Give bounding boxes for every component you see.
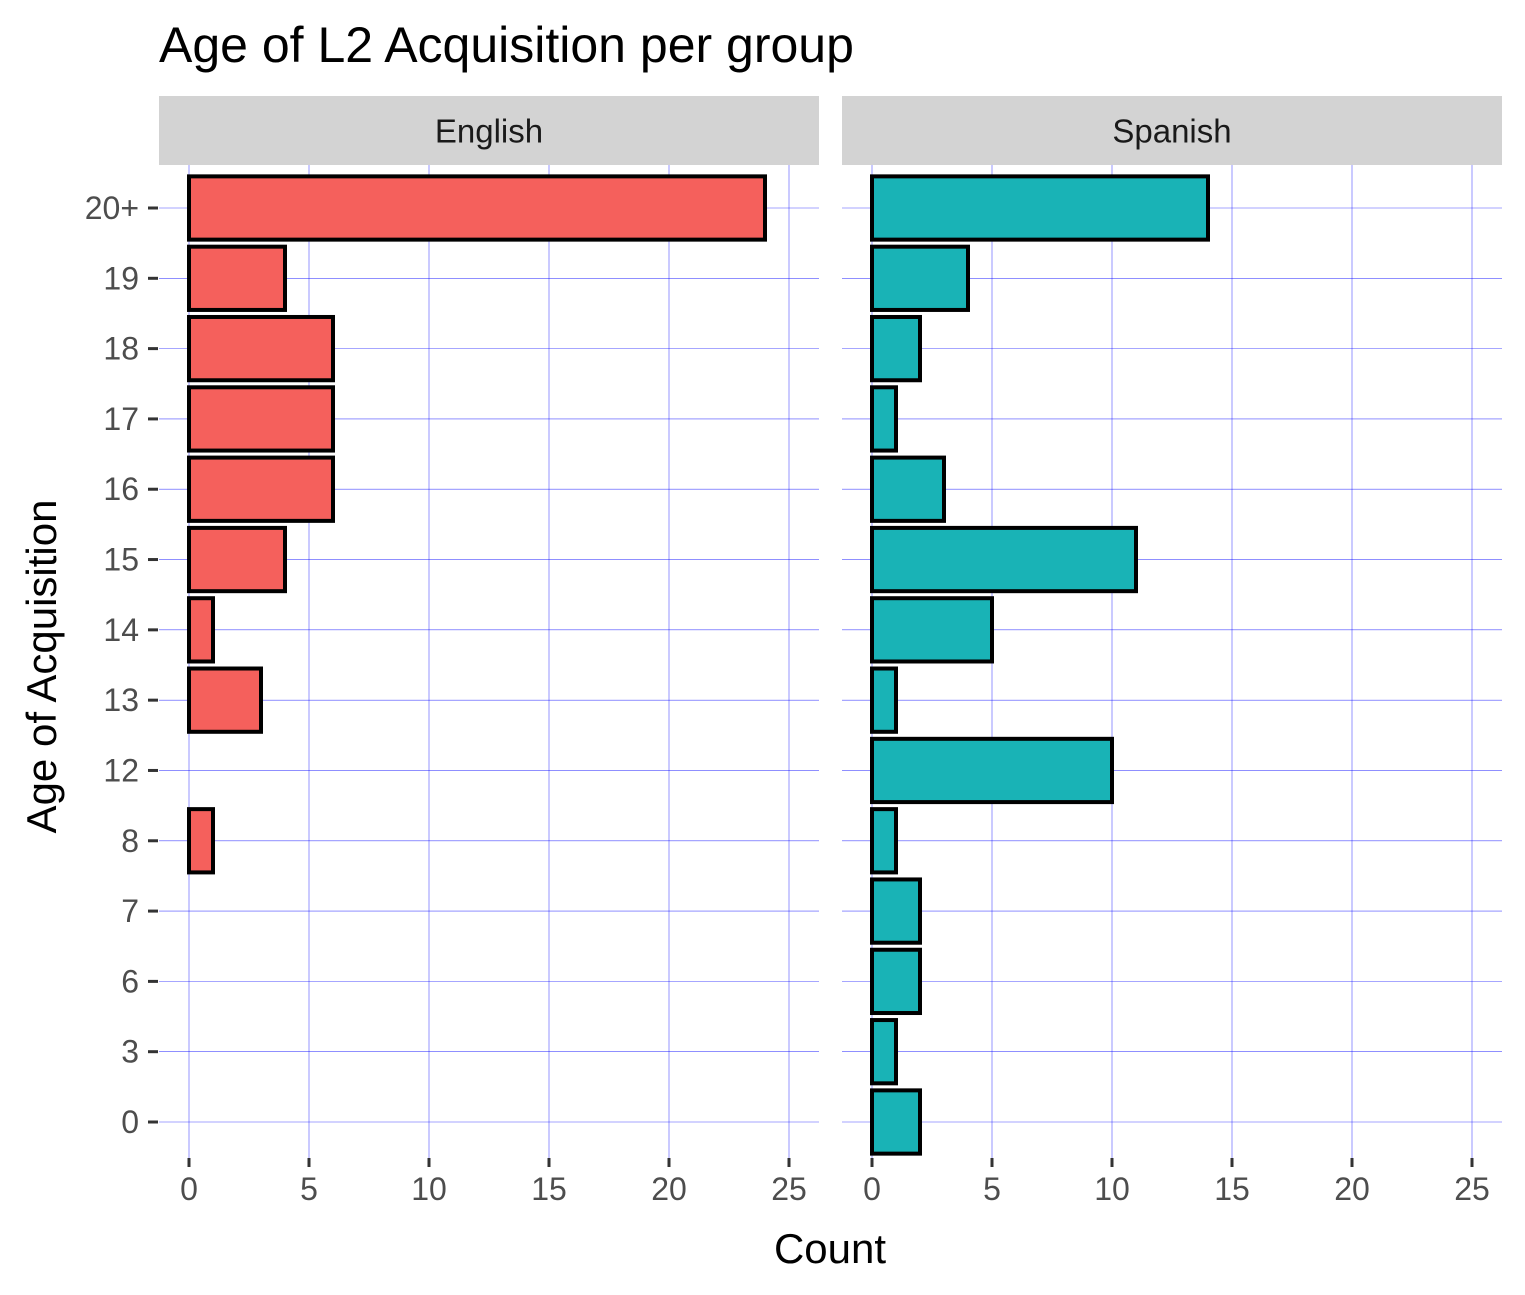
y-tick-label: 8 xyxy=(121,823,139,859)
x-tick-label: 25 xyxy=(1454,1171,1490,1207)
bar-english-18 xyxy=(187,314,335,383)
y-tick-label: 7 xyxy=(121,893,139,929)
y-tick-label: 14 xyxy=(103,612,139,648)
facet-strip-label: Spanish xyxy=(1112,113,1231,150)
y-tick-label: 20+ xyxy=(85,190,139,226)
x-tick-label: 0 xyxy=(863,1171,881,1207)
bar-spanish-3 xyxy=(870,1018,898,1086)
bar-spanish-0 xyxy=(870,1088,922,1156)
bar-spanish-6 xyxy=(870,947,922,1016)
y-tick-label: 13 xyxy=(103,682,139,718)
y-tick-label: 19 xyxy=(103,260,139,296)
y-tick-label: 3 xyxy=(121,1034,139,1070)
x-tick-label: 20 xyxy=(1334,1171,1370,1207)
bar-spanish-15 xyxy=(870,525,1138,594)
x-tick-label: 15 xyxy=(531,1171,567,1207)
x-tick-label: 10 xyxy=(1094,1171,1130,1207)
bar-spanish-13 xyxy=(870,666,898,734)
chart-title: Age of L2 Acquisition per group xyxy=(159,17,854,73)
x-tick-label: 20 xyxy=(651,1171,687,1207)
bar-english-8 xyxy=(187,807,215,875)
bar-spanish-18 xyxy=(870,314,922,383)
bar-spanish-16 xyxy=(870,455,946,523)
y-tick-label: 17 xyxy=(103,401,139,437)
facet-strip xyxy=(159,96,819,165)
bar-spanish-17 xyxy=(870,385,898,453)
x-tick-label: 5 xyxy=(300,1171,318,1207)
y-tick-label: 15 xyxy=(103,542,139,578)
x-tick-label: 10 xyxy=(411,1171,447,1207)
y-tick-label: 16 xyxy=(103,471,139,507)
x-tick-label: 0 xyxy=(180,1171,198,1207)
bar-spanish-12 xyxy=(870,736,1114,805)
bar-english-17 xyxy=(187,385,335,453)
y-tick-label: 12 xyxy=(103,752,139,788)
bar-spanish-8 xyxy=(870,807,898,875)
bar-spanish-20plus xyxy=(870,174,1210,242)
bar-english-14 xyxy=(187,596,215,664)
y-tick-label: 6 xyxy=(121,963,139,999)
y-axis-title: Age of Acquisition xyxy=(18,500,65,834)
bar-english-20plus xyxy=(187,174,767,242)
x-tick-label: 25 xyxy=(771,1171,807,1207)
facet-strip xyxy=(842,96,1502,165)
y-tick-label: 0 xyxy=(121,1104,139,1140)
bar-english-15 xyxy=(187,525,287,594)
facet-strip-label: English xyxy=(435,113,543,150)
x-axis-title: Count xyxy=(774,1225,886,1272)
y-tick-label: 18 xyxy=(103,331,139,367)
bar-english-16 xyxy=(187,455,335,523)
bar-spanish-7 xyxy=(870,877,922,945)
bar-spanish-14 xyxy=(870,596,994,664)
bar-english-19 xyxy=(187,244,287,312)
bar-spanish-19 xyxy=(870,244,970,312)
bar-english-13 xyxy=(187,666,263,734)
x-tick-label: 15 xyxy=(1214,1171,1250,1207)
x-tick-label: 5 xyxy=(983,1171,1001,1207)
